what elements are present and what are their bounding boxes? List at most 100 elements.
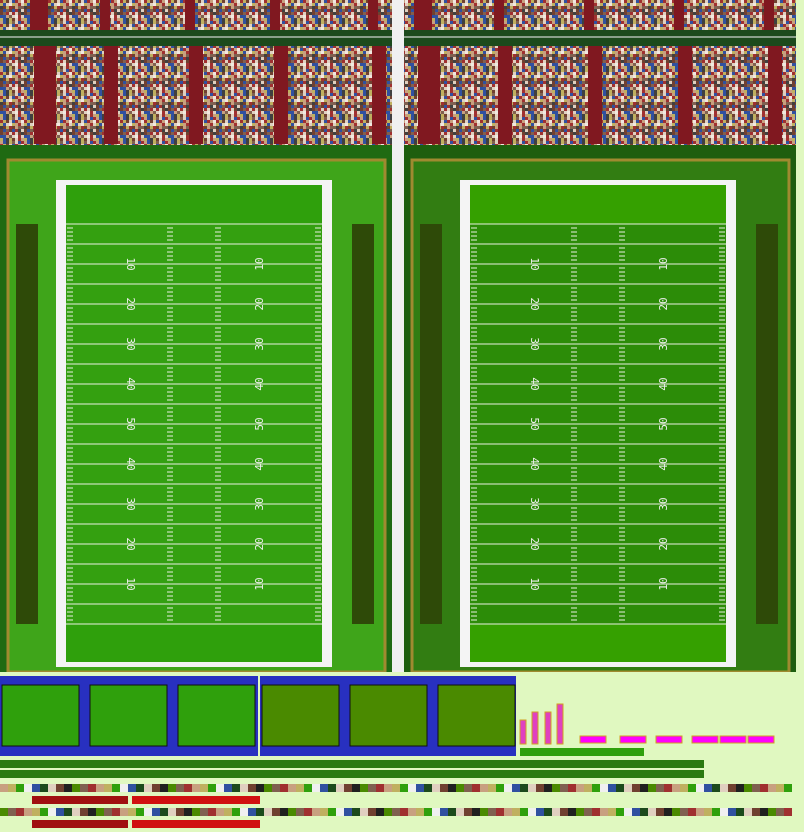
palette-swatch [512,784,520,792]
aisle [414,0,432,30]
palette-swatch [600,784,608,792]
palette-swatch [184,808,192,816]
palette-swatch [464,784,472,792]
yard-number: 30 [657,497,670,510]
palette-swatch [320,784,328,792]
palette-swatch [736,808,744,816]
palette-swatch [240,808,248,816]
yard-number: 30 [657,337,670,350]
yard-number: 20 [657,297,670,310]
stand-rail-line [0,36,392,38]
palette-swatch [144,808,152,816]
palette-swatch [744,808,752,816]
palette-swatch [232,784,240,792]
yard-number: 20 [657,537,670,550]
palette-swatch [688,808,696,816]
palette-swatch [376,784,384,792]
palette-swatch [376,808,384,816]
palette-swatch [256,808,264,816]
palette-swatch [440,784,448,792]
palette-swatch [768,784,776,792]
palette-swatch [136,784,144,792]
palette-swatch [672,784,680,792]
palette-swatch [104,784,112,792]
palette-swatch [592,784,600,792]
bench-strip [756,224,778,624]
palette-swatch [752,784,760,792]
yard-number: 40 [528,457,541,470]
aisle [185,0,195,30]
palette-swatch [696,808,704,816]
banner-sprite [691,735,719,744]
palette-swatch [192,784,200,792]
banner-sprite [719,735,747,744]
yard-number: 10 [657,257,670,270]
palette-swatch [608,808,616,816]
palette-swatch [344,784,352,792]
palette-swatch [520,808,528,816]
yard-number: 40 [124,377,137,390]
yard-number: 50 [657,417,670,430]
palette-swatch [480,808,488,816]
palette-swatch [80,784,88,792]
palette-swatch [88,808,96,816]
aisle [678,46,692,144]
palette-swatch [680,784,688,792]
palette-swatch [568,784,576,792]
yard-number: 10 [528,257,541,270]
palette-swatch [592,808,600,816]
aisle [34,46,56,144]
yard-number: 30 [528,337,541,350]
bench-strip [16,224,38,624]
palette-swatch [432,808,440,816]
palette-swatch [472,784,480,792]
palette-swatch [72,784,80,792]
palette-swatch [88,784,96,792]
aisle [274,46,288,144]
palette-swatch [504,808,512,816]
palette-swatch [224,808,232,816]
palette-swatch [272,784,280,792]
aisle [270,0,280,30]
palette-swatch [440,808,448,816]
palette-swatch [40,784,48,792]
palette-swatch [472,808,480,816]
palette-swatch [112,784,120,792]
palette-swatch [168,784,176,792]
palette-swatch [664,808,672,816]
palette-swatch [416,784,424,792]
palette-swatch [664,784,672,792]
palette-swatch [336,784,344,792]
palette-swatch [296,784,304,792]
palette-swatch [640,808,648,816]
palette-swatch [64,808,72,816]
palette-swatch [560,784,568,792]
palette-swatch [632,784,640,792]
palette-swatch [656,808,664,816]
palette-swatch [584,808,592,816]
palette-swatch [248,784,256,792]
palette-swatch [456,808,464,816]
palette-swatch [384,808,392,816]
palette-swatch [0,784,8,792]
banner-sprite [619,735,647,744]
yard-number: 40 [528,377,541,390]
strip-row [0,770,704,778]
palette-swatch [248,808,256,816]
yard-number: 10 [657,577,670,590]
palette-swatch [200,808,208,816]
yard-number: 20 [124,297,137,310]
palette-swatch [424,784,432,792]
palette-swatch [168,808,176,816]
palette-swatch [568,808,576,816]
palette-swatch [120,784,128,792]
palette-swatch [624,784,632,792]
palette-swatch [224,784,232,792]
palette-swatch [720,808,728,816]
aisle [100,0,110,30]
palette-swatch [648,784,656,792]
palette-swatch [456,784,464,792]
goalpost-sprite [556,703,564,745]
palette-bar [32,796,128,804]
palette-swatch [8,784,16,792]
